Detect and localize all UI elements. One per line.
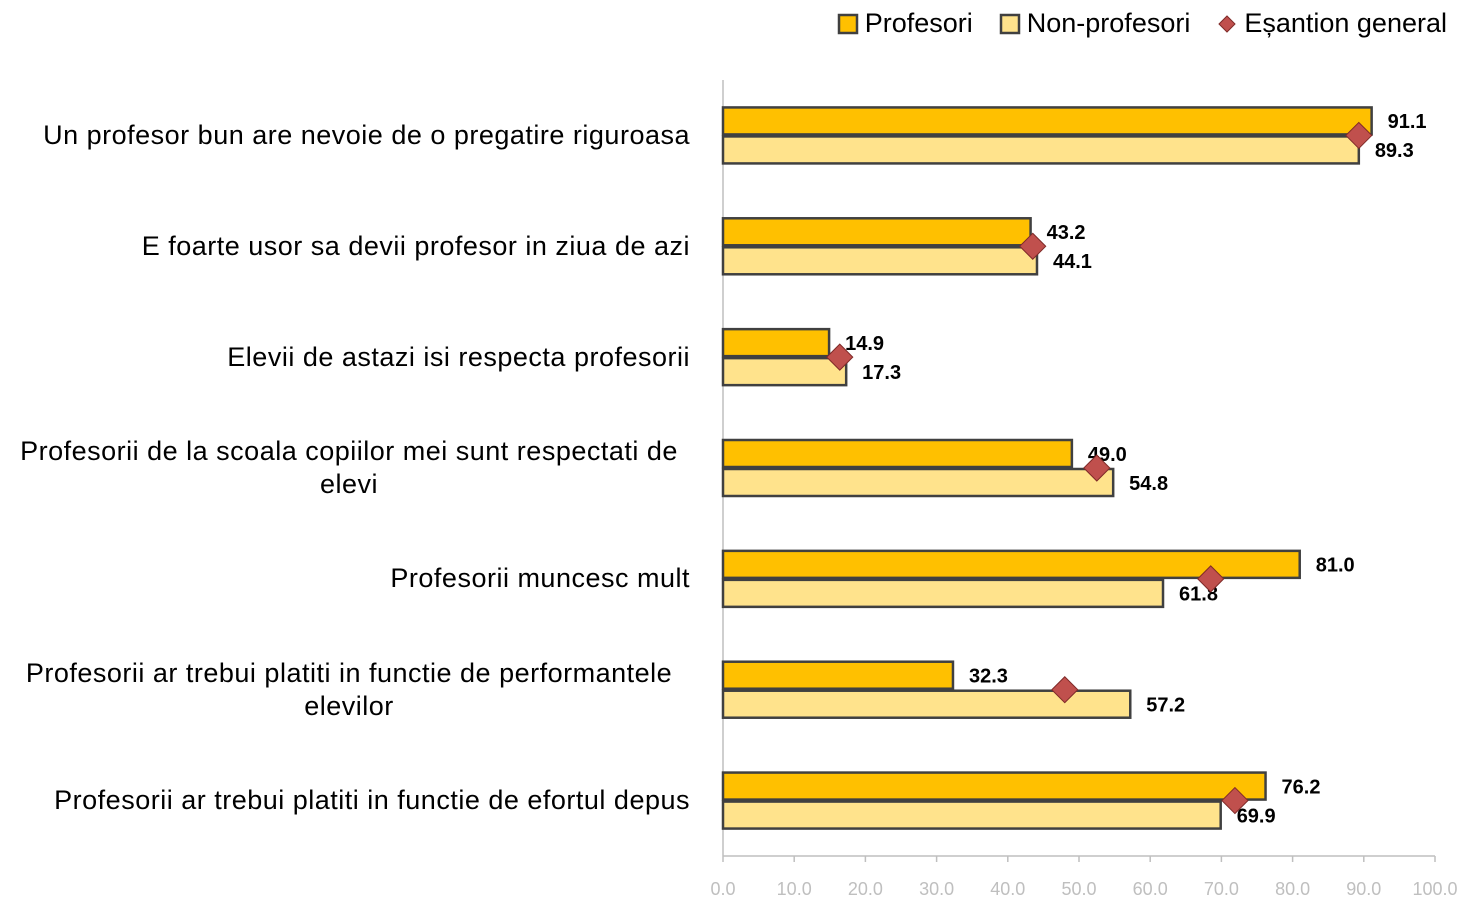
x-tick-label: 70.0 <box>1204 879 1239 898</box>
legend-swatch <box>1218 14 1237 33</box>
bar <box>721 356 848 387</box>
value-label: 69.9 <box>1237 805 1276 827</box>
value-label: 81.0 <box>1316 555 1355 577</box>
bar <box>721 467 1115 498</box>
x-tick-label: 10.0 <box>777 879 812 898</box>
bar <box>721 246 1039 276</box>
bar <box>721 106 1373 136</box>
bar <box>721 771 1267 801</box>
category-text: E foarte usor sa devii profesor in ziua … <box>141 230 690 261</box>
legend-box <box>999 13 1021 34</box>
category-label: Un profesor bun are nevoie de o pregatir… <box>8 80 690 191</box>
marker <box>1221 786 1249 815</box>
bar <box>721 578 1165 609</box>
value-label: 44.1 <box>1053 251 1092 273</box>
category-text: Profesorii de la scoala copiilor mei sun… <box>20 435 678 499</box>
legend-text: Profesori <box>864 8 973 38</box>
category-text: Profesorii muncesc mult <box>390 563 690 594</box>
marker <box>1019 232 1047 260</box>
legend-text: Eșantion general <box>1244 8 1447 38</box>
value-label: 91.1 <box>1388 111 1427 133</box>
value-label: 54.8 <box>1129 473 1168 495</box>
category-text: Elevii de astazi isi respecta profesorii <box>227 341 690 372</box>
legend-swatch <box>999 13 1021 34</box>
bar <box>721 217 1032 247</box>
marker <box>1197 565 1225 593</box>
category-text: Profesorii ar trebui platiti in functie … <box>25 657 673 721</box>
bar <box>721 660 955 690</box>
bar <box>721 800 1222 830</box>
x-tick-label: 80.0 <box>1275 879 1310 898</box>
value-label: 57.2 <box>1146 694 1185 716</box>
x-tick-label: 50.0 <box>1061 879 1096 898</box>
value-label: 17.3 <box>862 362 901 384</box>
legend: Profesori Non-profesori Eșantion general <box>837 8 1447 39</box>
value-label: 43.2 <box>1047 222 1086 244</box>
legend-item: Eșantion general <box>1216 8 1447 39</box>
value-label: 76.2 <box>1282 776 1321 798</box>
category-label: Profesorii ar trebui platiti in functie … <box>8 634 690 745</box>
marker <box>1083 454 1111 482</box>
x-tick-label: 100.0 <box>1412 879 1457 898</box>
legend-marker <box>1218 14 1237 33</box>
x-tick-label: 40.0 <box>990 879 1025 898</box>
legend-text: Non-profesori <box>1026 8 1191 38</box>
category-label: Profesorii ar trebui platiti in functie … <box>8 745 690 856</box>
legend-item: Non-profesori <box>999 8 1191 39</box>
marker <box>1345 121 1373 150</box>
bar <box>721 135 1361 165</box>
marker <box>826 343 854 371</box>
x-tick-label: 30.0 <box>919 879 954 898</box>
x-tick-label: 0.0 <box>710 879 735 898</box>
x-tick-label: 20.0 <box>848 879 883 898</box>
legend-swatch <box>837 13 858 34</box>
x-tick-label: 90.0 <box>1346 879 1381 898</box>
category-label: Profesorii muncesc mult <box>8 523 690 634</box>
value-label: 89.3 <box>1375 140 1414 162</box>
bar <box>721 327 831 358</box>
category-text: Un profesor bun are nevoie de o pregatir… <box>43 119 690 150</box>
legend-item: Profesori <box>837 8 973 39</box>
category-label: Elevii de astazi isi respecta profesorii <box>8 302 690 413</box>
x-tick-label: 60.0 <box>1133 879 1168 898</box>
legend-box <box>837 13 858 34</box>
category-label: Profesorii de la scoala copiilor mei sun… <box>8 413 690 524</box>
value-label: 32.3 <box>969 665 1008 687</box>
category-text: Profesorii ar trebui platiti in functie … <box>54 785 690 816</box>
category-label: E foarte usor sa devii profesor in ziua … <box>8 191 690 302</box>
bar <box>721 438 1074 469</box>
marker <box>1051 676 1079 704</box>
value-label: 14.9 <box>845 333 884 355</box>
